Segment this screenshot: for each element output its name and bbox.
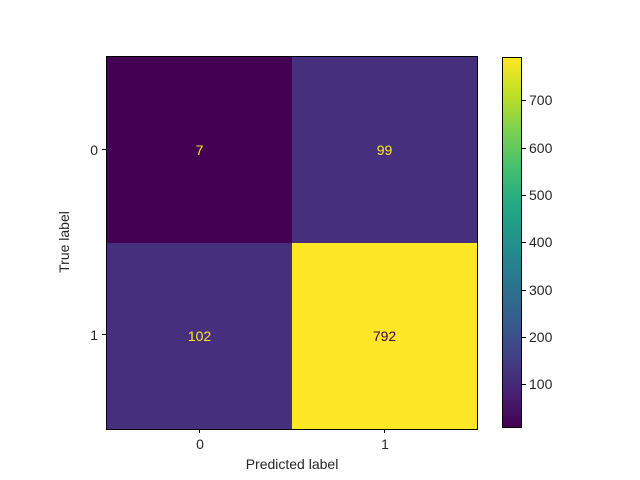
colorbar-tick-mark (522, 336, 526, 338)
y-tick-mark-0 (102, 149, 106, 150)
x-tick-mark-0 (199, 429, 200, 433)
heatmap-cell-0-0: 7 (107, 57, 292, 243)
colorbar-tick-mark (522, 147, 526, 149)
colorbar-tick-label: 100 (529, 376, 553, 393)
heatmap-cell-1-0: 102 (107, 243, 292, 429)
colorbar-tick-mark (522, 289, 526, 291)
heatmap-axes: 7 99 102 792 (106, 56, 478, 430)
colorbar-tick-mark (522, 384, 526, 386)
colorbar-tick-label: 400 (529, 234, 553, 251)
colorbar-tick-mark (522, 100, 526, 102)
cell-value-1-0: 102 (187, 328, 212, 344)
y-axis-label: True label (56, 211, 72, 273)
colorbar-tick-label: 600 (529, 139, 553, 156)
y-tick-label-0: 0 (90, 142, 98, 158)
cell-value-1-1: 792 (372, 328, 397, 344)
y-tick-mark-1 (102, 334, 106, 335)
colorbar-tick-label: 300 (529, 281, 553, 298)
colorbar-tick-mark (522, 195, 526, 196)
heatmap-cell-0-1: 99 (292, 57, 477, 243)
cell-value-0-0: 7 (195, 142, 204, 158)
colorbar-gradient (502, 57, 522, 428)
colorbar-ticks: 100 200 300 400 500 600 700 (502, 57, 582, 428)
heatmap-cell-1-1: 792 (292, 243, 477, 429)
colorbar-tick-label: 200 (529, 328, 553, 345)
colorbar-tick-label: 700 (529, 92, 553, 109)
x-tick-mark-1 (384, 429, 385, 433)
y-tick-label-1: 1 (90, 327, 98, 343)
cell-value-0-1: 99 (376, 142, 393, 158)
colorbar-tick-label: 500 (529, 187, 553, 203)
x-tick-label-0: 0 (196, 436, 204, 452)
colorbar-tick-mark (522, 242, 526, 244)
x-axis-label: Predicted label (245, 456, 339, 472)
colorbar: 100 200 300 400 500 600 700 (502, 57, 582, 428)
x-tick-label-1: 1 (381, 436, 389, 452)
